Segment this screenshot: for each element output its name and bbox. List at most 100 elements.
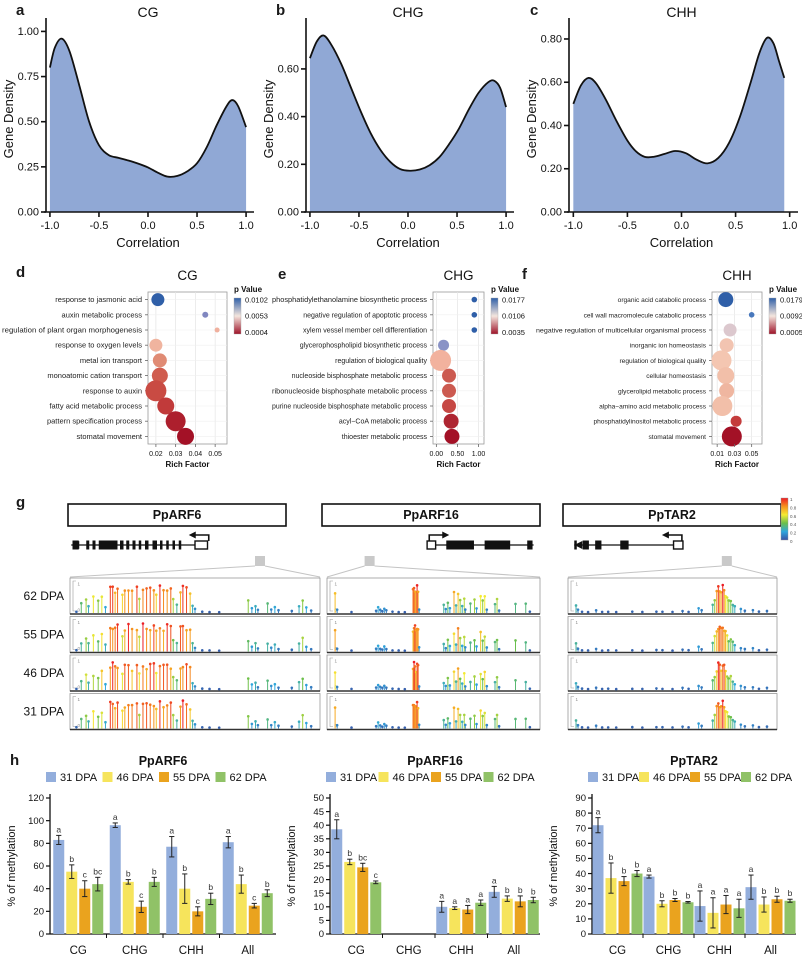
svg-text:pattern specification process: pattern specification process (47, 417, 142, 426)
bar-chart-pptar2: PpTAR2 31 DPA 46 DPA 55 DPA 62 DPA 0 10 20 30 40 5… (548, 754, 796, 957)
svg-text:regulation of biological quali: regulation of biological quality (335, 358, 427, 365)
svg-text:response to oxygen levels: response to oxygen levels (55, 341, 142, 350)
methylation-track-row: 10 (69, 693, 321, 731)
svg-text:b: b (673, 887, 678, 897)
svg-text:60: 60 (33, 861, 44, 872)
svg-text:1: 1 (335, 659, 338, 664)
svg-text:CHG: CHG (396, 945, 422, 957)
svg-text:p Value: p Value (234, 285, 263, 294)
svg-text:46 DPA: 46 DPA (24, 666, 64, 680)
svg-text:CHG: CHG (656, 945, 682, 957)
bar (784, 900, 796, 934)
svg-text:0.75: 0.75 (18, 71, 39, 83)
svg-text:1: 1 (576, 697, 579, 702)
svg-text:b: b (265, 879, 270, 889)
svg-text:a: a (465, 894, 470, 904)
svg-text:b: b (505, 885, 510, 895)
svg-text:-1.0: -1.0 (564, 220, 583, 232)
svg-text:CG: CG (609, 945, 626, 957)
svg-text:35: 35 (313, 834, 324, 845)
svg-text:b: b (660, 890, 665, 900)
svg-text:0: 0 (581, 929, 586, 940)
go-term-dot (151, 367, 168, 384)
svg-text:CG: CG (348, 945, 365, 957)
bar (527, 900, 539, 934)
svg-text:PpARF16: PpARF16 (403, 508, 459, 522)
svg-text:p Value: p Value (491, 285, 520, 294)
density-chart-cg: 0.00 0.25 0.50 0.75 1.00 -1.0 -0.5 0.0 0.5 1.0 CG C… (1, 4, 254, 250)
go-term-dot (157, 397, 175, 415)
svg-text:70: 70 (575, 823, 586, 834)
legend-swatch (741, 772, 751, 782)
go-term-dot (442, 399, 457, 413)
svg-text:acyl−CoA metabolic process: acyl−CoA metabolic process (339, 419, 428, 426)
svg-text:20: 20 (575, 899, 586, 910)
bar (501, 898, 513, 934)
methylation-track-row: 10 (326, 616, 541, 654)
methylation-track-row: 10 (567, 654, 778, 692)
svg-text:15: 15 (313, 888, 324, 899)
svg-text:Gene Density: Gene Density (524, 79, 539, 158)
svg-text:31 DPA: 31 DPA (24, 705, 64, 719)
svg-text:25: 25 (313, 861, 324, 872)
svg-text:62 DPA: 62 DPA (24, 589, 64, 603)
svg-text:Correlation: Correlation (376, 235, 440, 250)
bar (669, 900, 681, 934)
svg-text:a: a (439, 890, 444, 900)
svg-text:46 DPA: 46 DPA (653, 772, 691, 784)
svg-text:1.0: 1.0 (238, 220, 253, 232)
svg-text:PpTAR2: PpTAR2 (670, 754, 718, 768)
svg-text:0.8: 0.8 (790, 505, 797, 510)
go-term-dot (717, 367, 735, 385)
svg-text:46 DPA: 46 DPA (393, 772, 431, 784)
svg-text:CG: CG (177, 268, 197, 283)
svg-text:1.0: 1.0 (782, 220, 797, 232)
dotplot: response to jasmonic acid auxin metabolic… (2, 268, 268, 469)
svg-text:1.00: 1.00 (18, 26, 39, 38)
svg-text:regulation of biological quali: regulation of biological quality (619, 358, 706, 365)
tss-arrow (442, 531, 450, 539)
svg-text:30: 30 (313, 848, 324, 859)
svg-text:Correlation: Correlation (650, 235, 714, 250)
bar-plot: PpARF16 31 DPA 46 DPA 55 DPA 62 DPA 0 5 10 15 20 2… (286, 754, 540, 957)
svg-text:0.6: 0.6 (790, 514, 797, 519)
svg-text:0.50: 0.50 (18, 116, 39, 128)
panel-letter-h: h (10, 752, 20, 769)
svg-text:1: 1 (790, 497, 793, 502)
svg-text:0.04: 0.04 (189, 451, 203, 458)
svg-text:10: 10 (575, 914, 586, 925)
go-term-dot (471, 296, 478, 303)
go-term-dot (151, 293, 165, 307)
svg-text:62 DPA: 62 DPA (755, 772, 793, 784)
svg-text:0.0035: 0.0035 (502, 328, 525, 337)
svg-text:a: a (478, 889, 483, 899)
svg-text:Rich Factor: Rich Factor (165, 460, 209, 469)
svg-text:CHG: CHG (444, 268, 474, 283)
svg-text:90: 90 (575, 793, 586, 804)
go-term-dot (723, 323, 737, 337)
svg-text:0.20: 0.20 (278, 159, 299, 171)
svg-text:55 DPA: 55 DPA (173, 772, 211, 784)
density-plot: 0.00 0.20 0.40 0.60 0.80 -1.0 -0.5 0.0 0.5 1.0 CHH… (524, 4, 798, 250)
svg-text:nucleoside bisphosphate metabo: nucleoside bisphosphate metabolic proces… (292, 373, 428, 380)
bar (758, 904, 770, 934)
svg-text:b: b (775, 885, 780, 895)
svg-text:a: a (737, 888, 742, 898)
svg-text:1.0: 1.0 (498, 220, 513, 232)
go-term-dot (471, 312, 478, 318)
svg-text:response to jasmonic acid: response to jasmonic acid (55, 295, 142, 304)
svg-text:-0.5: -0.5 (618, 220, 637, 232)
legend-swatch (431, 772, 441, 782)
svg-text:-1.0: -1.0 (40, 220, 59, 232)
bar-plot: PpTAR2 31 DPA 46 DPA 55 DPA 62 DPA 0 10 20 30 40 5… (548, 754, 796, 957)
bar (235, 884, 247, 934)
svg-text:0.80: 0.80 (541, 33, 562, 45)
bar (643, 876, 655, 934)
tss-arrow (661, 531, 669, 539)
svg-text:glycerolipid metabolic process: glycerolipid metabolic process (618, 388, 707, 395)
svg-text:a: a (226, 826, 231, 836)
gene-name-box (321, 503, 541, 527)
bar (720, 904, 732, 934)
